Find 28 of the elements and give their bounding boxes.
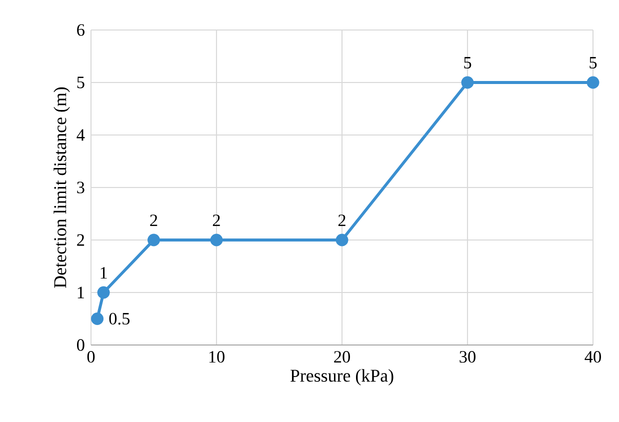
data-label: 1 bbox=[100, 267, 107, 279]
x-axis-title: Pressure (kPa) bbox=[290, 369, 394, 386]
y-tick-label: 4 bbox=[76, 129, 85, 141]
data-label: 5 bbox=[464, 57, 472, 69]
point bbox=[210, 234, 223, 246]
point bbox=[97, 286, 110, 299]
y-tick-label: 0 bbox=[77, 339, 84, 351]
y-tick-label: 5 bbox=[77, 76, 84, 88]
point bbox=[148, 234, 160, 246]
point bbox=[91, 312, 104, 325]
point bbox=[586, 76, 600, 89]
y-tick-label: 6 bbox=[77, 24, 84, 36]
data-label: 0.5 bbox=[109, 312, 130, 325]
data-label: 2 bbox=[150, 214, 158, 226]
y-tick-label: 1 bbox=[78, 286, 84, 298]
x-tick-label: 40 bbox=[584, 351, 601, 363]
point bbox=[461, 76, 474, 89]
x-tick-label: 0 bbox=[87, 351, 95, 363]
point bbox=[336, 234, 348, 246]
y-axis-title: Detection limit distance (m) bbox=[54, 87, 70, 288]
x-tick-label: 10 bbox=[209, 351, 224, 363]
x-tick-label: 20 bbox=[334, 351, 350, 363]
y-tick-label: 2 bbox=[77, 234, 84, 246]
x-tick-label: 30 bbox=[460, 351, 476, 363]
data-label: 2 bbox=[338, 214, 346, 226]
data-label: 2 bbox=[212, 214, 220, 226]
data-label: 5 bbox=[590, 57, 597, 69]
y-tick-label: 3 bbox=[77, 182, 84, 194]
